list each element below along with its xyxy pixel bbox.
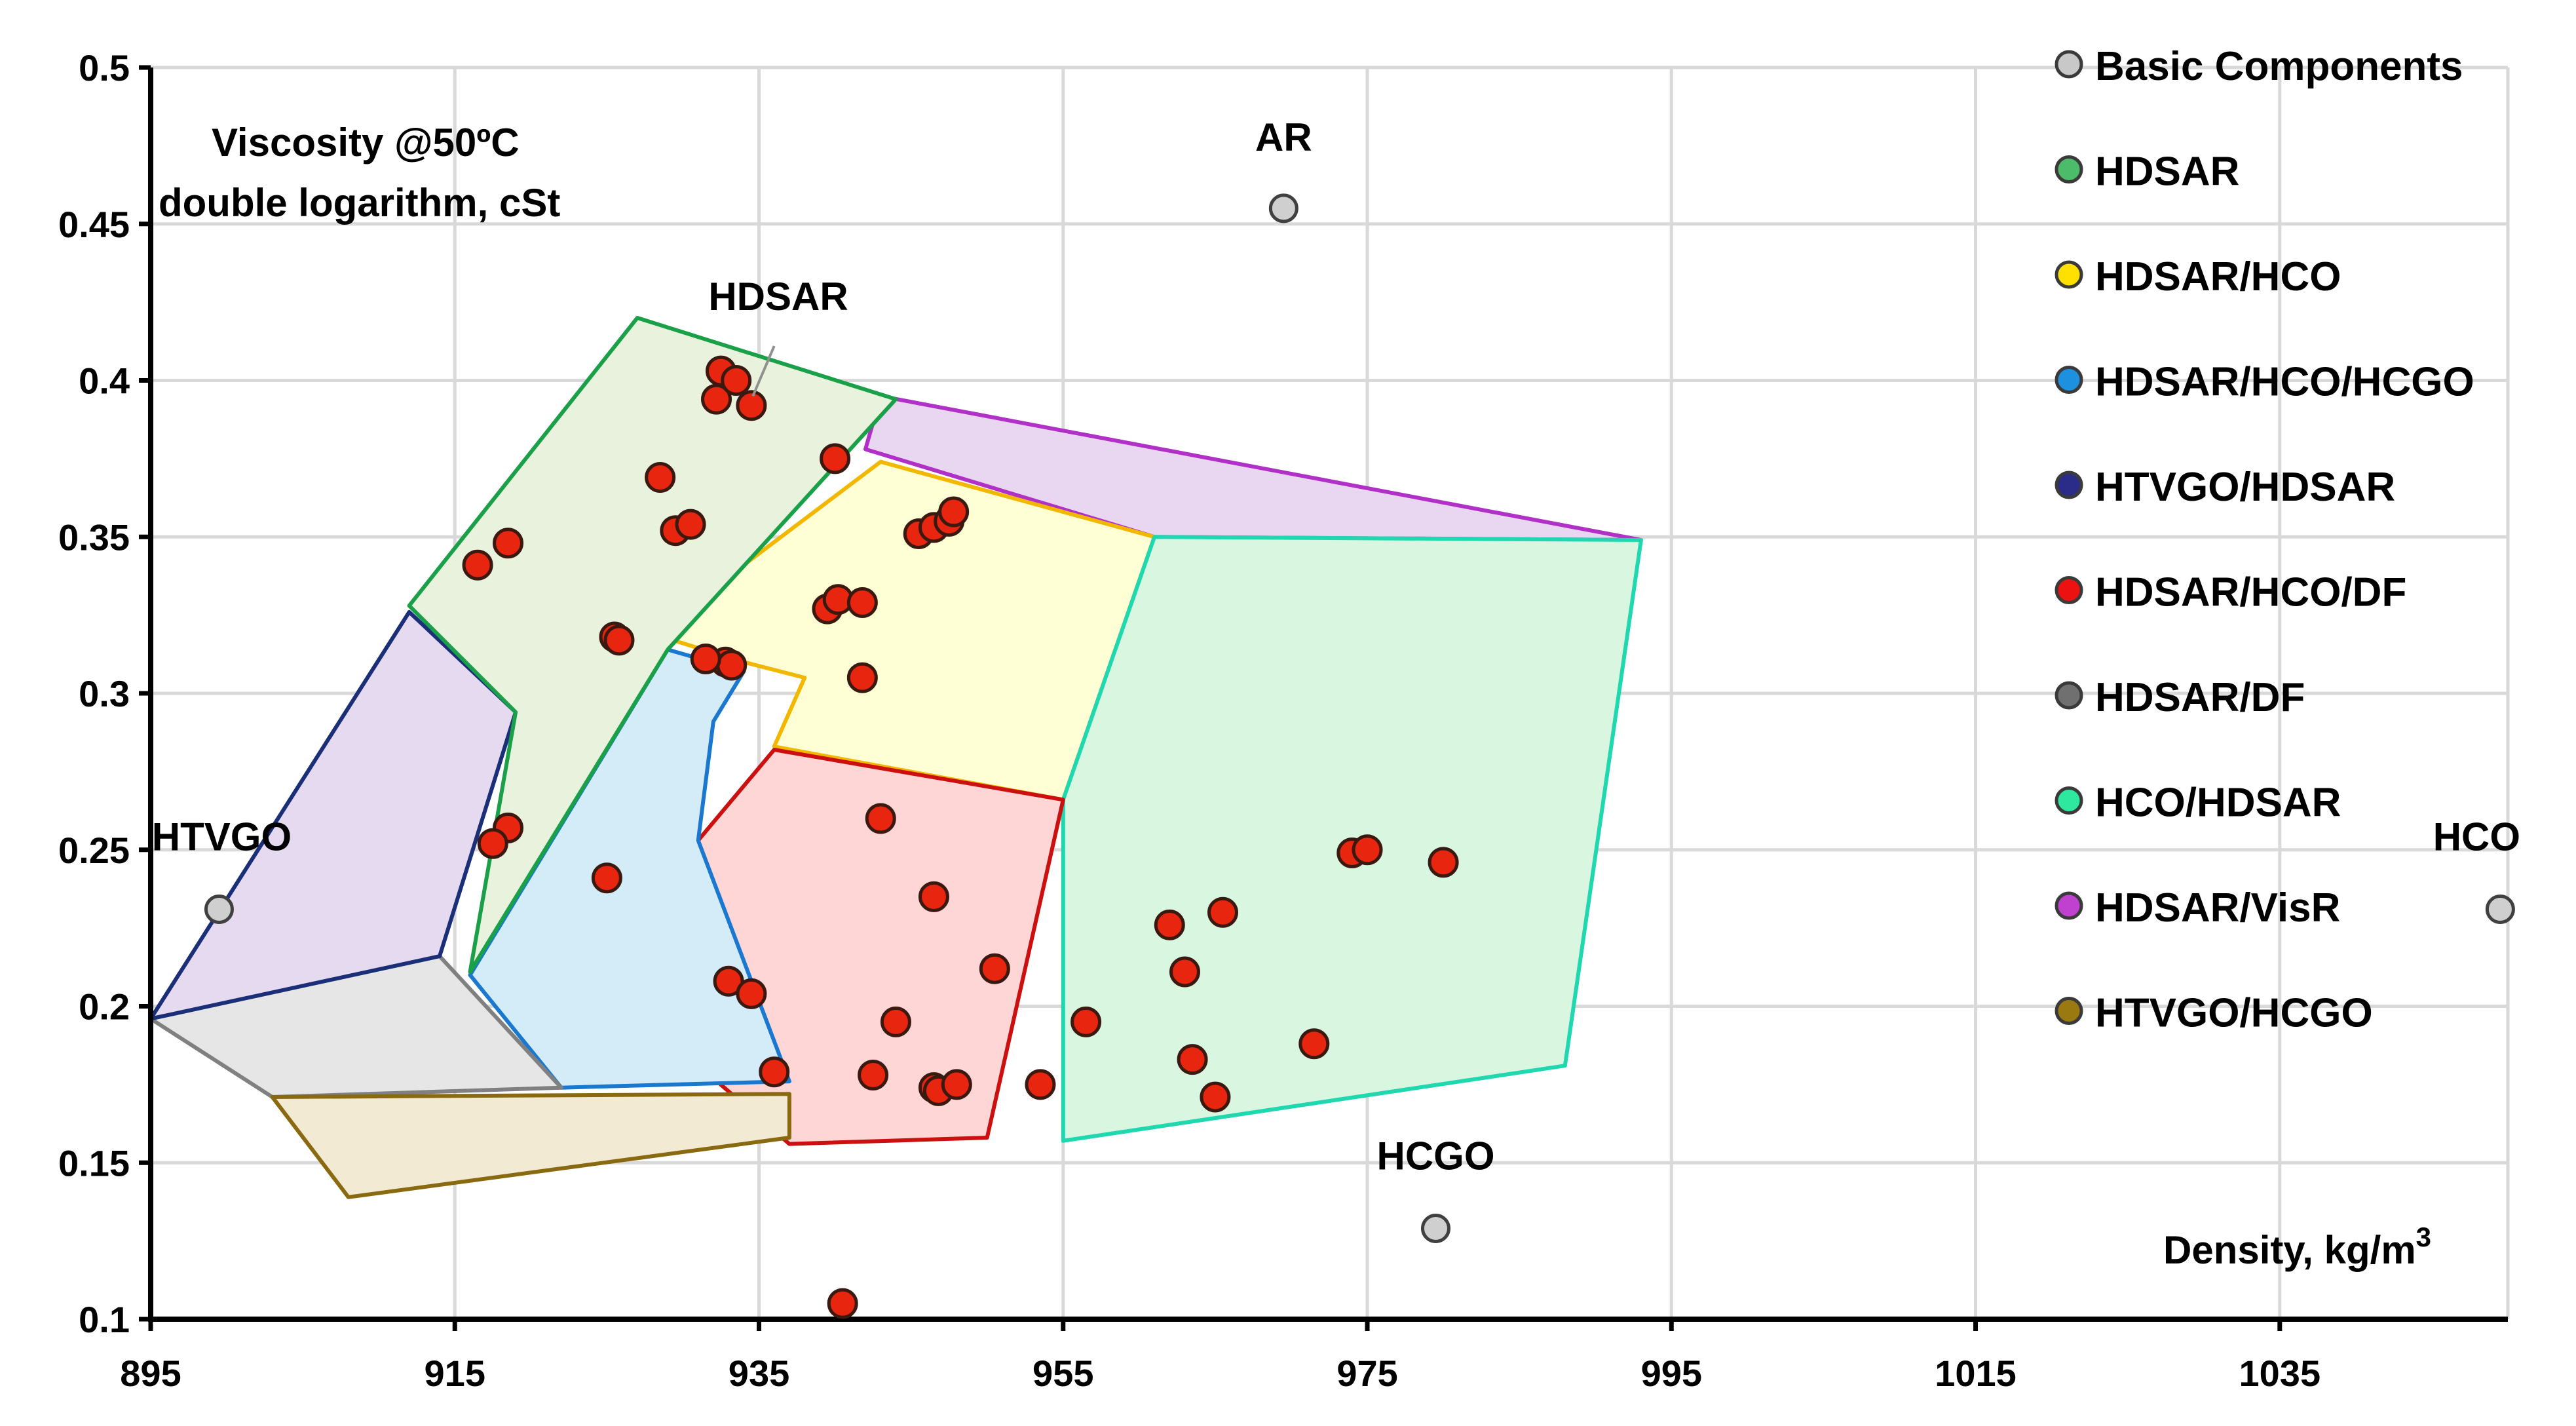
x-tick-label: 995	[1641, 1353, 1702, 1394]
x-tick-label: 915	[425, 1353, 485, 1394]
y-tick-label: 0.45	[58, 204, 130, 245]
legend-marker-hdsar-df	[2055, 681, 2083, 710]
data-point	[716, 649, 748, 681]
x-tick-label: 1035	[2239, 1353, 2321, 1394]
data-point	[591, 862, 622, 894]
data-point	[477, 828, 508, 859]
data-point	[1177, 1044, 1208, 1075]
data-point	[846, 587, 878, 619]
data-point	[645, 462, 676, 493]
legend: Basic Components HDSAR HDSAR/HCO HDSAR/HCO/…	[2055, 44, 2474, 1036]
data-point	[759, 1056, 790, 1088]
data-point	[736, 978, 767, 1009]
data-point	[736, 390, 767, 421]
data-point	[493, 528, 524, 559]
y-tick-label: 0.5	[79, 47, 130, 88]
x-tick-label: 975	[1336, 1353, 1397, 1394]
data-point	[938, 496, 970, 528]
basic-components: AR HTVGO HCGO HCO	[152, 115, 2520, 1244]
data-point	[721, 365, 752, 396]
y-tick-label: 0.4	[79, 360, 130, 402]
y-tick-label: 0.15	[58, 1142, 130, 1184]
legend-label-basic-components: Basic Components	[2095, 44, 2463, 89]
basic-component-point-hcgo	[1420, 1214, 1450, 1244]
data-point	[713, 965, 744, 997]
data-point	[675, 509, 706, 540]
ticks: 895 915 935 955 975 995 1015 1035 0.1 0.15 0.2 0.25…	[58, 47, 2320, 1394]
legend-label-hdsar: HDSAR	[2095, 149, 2239, 195]
legend-marker-hco-hdsar	[2055, 786, 2083, 815]
basic-component-label-hco: HCO	[2433, 815, 2520, 858]
hdsar-leader-line	[751, 345, 776, 397]
legend-label-htvgo-hdsar: HTVGO/HDSAR	[2095, 465, 2395, 510]
y-tick-label: 0.25	[58, 830, 130, 871]
y-tick-label: 0.3	[79, 673, 130, 714]
x-axis-label-text: Density, kg/m	[2163, 1228, 2416, 1272]
region-hdsar	[407, 316, 898, 974]
data-point	[880, 1006, 911, 1037]
y-tick-label: 0.2	[79, 986, 130, 1028]
legend-label-hdsar-hco-df: HDSAR/HCO/DF	[2095, 570, 2406, 615]
data-points	[462, 355, 1459, 1319]
data-point	[941, 1069, 972, 1100]
legend-marker-basic-components	[2055, 50, 2083, 79]
legend-label-htvgo-hcgo: HTVGO/HCGO	[2095, 991, 2373, 1036]
legend-marker-hdsar	[2055, 155, 2083, 183]
x-tick-label: 955	[1032, 1353, 1093, 1394]
hdsar-callout: HDSAR	[708, 275, 848, 397]
data-point	[918, 881, 949, 912]
legend-label-hdsar-visr: HDSAR/VisR	[2095, 885, 2340, 931]
data-point	[1169, 956, 1200, 988]
data-point	[846, 662, 878, 693]
data-point	[462, 549, 493, 581]
data-point	[1298, 1028, 1330, 1060]
legend-marker-hdsar-visr	[2055, 891, 2083, 920]
hdsar-label: HDSAR	[708, 275, 848, 318]
data-point	[1070, 1006, 1102, 1037]
x-tick-label: 1015	[1935, 1353, 2017, 1394]
chart-title-line1: Viscosity @50ºC	[212, 121, 520, 164]
x-axis-label-superscript: 3	[2416, 1222, 2431, 1252]
region-hdsar-hco-hcgo	[468, 647, 791, 1090]
data-point	[1352, 834, 1383, 866]
data-point	[1200, 1081, 1231, 1113]
basic-component-point-ar	[1268, 193, 1298, 223]
data-point	[827, 1288, 858, 1319]
y-tick-label: 0.1	[79, 1299, 130, 1340]
legend-marker-hdsar-hco	[2055, 260, 2083, 289]
basic-component-point-hco	[2485, 894, 2515, 924]
data-point	[858, 1060, 889, 1091]
legend-label-hdsar-hco-hcgo: HDSAR/HCO/HCGO	[2095, 360, 2474, 405]
data-point	[979, 953, 1010, 984]
legend-marker-htvgo-hdsar	[2055, 471, 2083, 499]
basic-component-label-hcgo: HCGO	[1376, 1134, 1494, 1178]
x-tick-label: 935	[729, 1353, 789, 1394]
chart-title-line2: double logarithm, cSt	[159, 181, 560, 225]
x-axis-label: Density, kg/m3	[2163, 1222, 2431, 1272]
data-point	[1025, 1069, 1056, 1100]
basic-component-point-htvgo	[204, 894, 234, 924]
legend-label-hdsar-hco: HDSAR/HCO	[2095, 254, 2341, 299]
basic-component-label-ar: AR	[1255, 115, 1312, 159]
legend-marker-hdsar-hco-df	[2055, 576, 2083, 604]
data-point	[1154, 909, 1185, 940]
legend-marker-hdsar-hco-hcgo	[2055, 366, 2083, 394]
data-point	[820, 443, 851, 474]
data-point	[865, 803, 896, 834]
x-tick-label: 895	[120, 1353, 181, 1394]
regions	[149, 316, 1643, 1199]
y-tick-label: 0.35	[58, 516, 130, 558]
data-point	[1207, 896, 1239, 928]
legend-label-hdsar-df: HDSAR/DF	[2095, 675, 2305, 720]
basic-component-label-htvgo: HTVGO	[152, 815, 292, 858]
region-htvgo-hcgo	[270, 1092, 791, 1199]
legend-marker-htvgo-hcgo	[2055, 997, 2083, 1025]
legend-label-hco-hdsar: HCO/HDSAR	[2095, 780, 2341, 826]
data-point	[603, 625, 635, 656]
data-point	[1428, 847, 1459, 878]
data-point	[690, 643, 721, 674]
